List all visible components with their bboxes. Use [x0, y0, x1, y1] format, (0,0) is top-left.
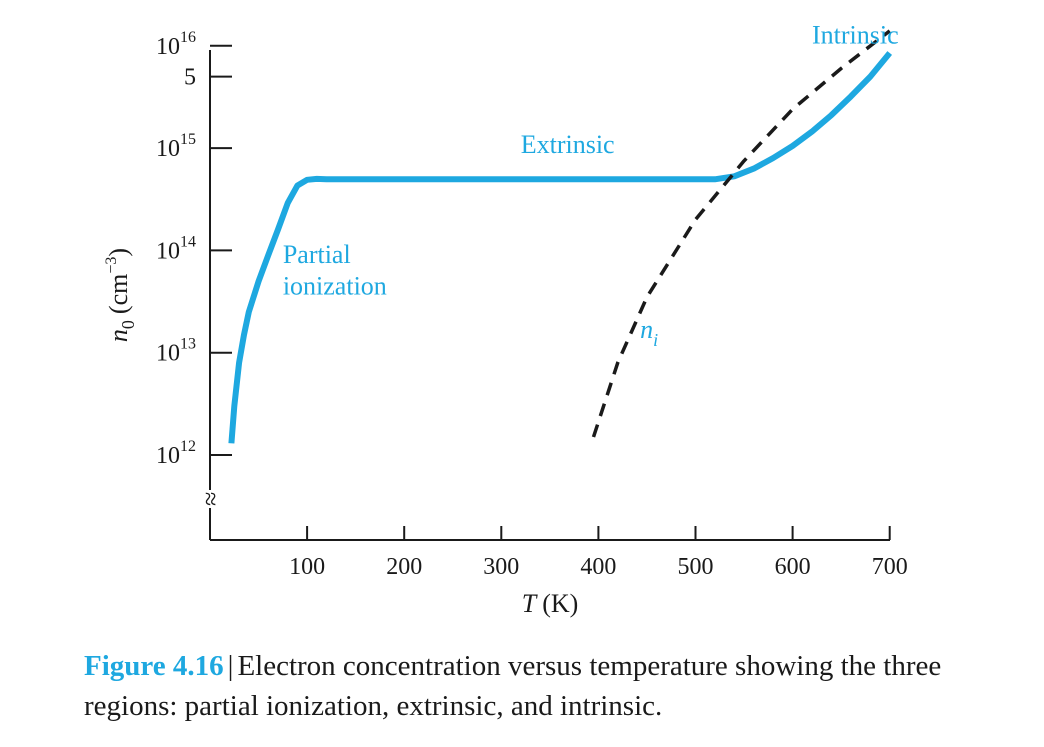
- caption-text: Electron concentration versus temperatur…: [84, 650, 942, 722]
- x-tick-label: 200: [386, 554, 422, 580]
- ticks: 100 200 300 400 500 600 700 1012 1013 1014 1015 5 10…: [156, 29, 908, 580]
- figure-caption: Figure 4.16 | Electron concentration versu…: [84, 646, 1024, 726]
- annotation-extrinsic: Extrinsic: [521, 130, 615, 159]
- y-tick-label: 5: [184, 65, 196, 91]
- y-tick-label: 1016: [156, 29, 196, 60]
- axes: ≈: [196, 50, 890, 541]
- x-tick-label: 600: [775, 554, 811, 580]
- x-tick-label: 300: [483, 554, 519, 580]
- annotation-ionization: ionization: [283, 272, 387, 301]
- x-tick-label: 500: [678, 554, 714, 580]
- electron-concentration-chart: ≈ 100 200 300 400 500 600 700 1012 1013 1014 1015 5…: [103, 21, 908, 618]
- x-tick-label: 400: [580, 554, 616, 580]
- y-tick-label: 1013: [156, 336, 196, 367]
- labels: T (K) n0(cm−3) Partial ionization Extrinsic In…: [103, 21, 899, 618]
- axis-break-mark: ≈: [196, 492, 225, 506]
- y-tick-label: 1012: [156, 438, 196, 469]
- x-tick-label: 700: [872, 554, 908, 580]
- y-axis-title: n0(cm−3): [103, 248, 138, 342]
- y-tick-label: 1015: [156, 131, 196, 162]
- y-tick-label: 1014: [156, 233, 196, 264]
- annotation-intrinsic: Intrinsic: [812, 21, 899, 50]
- x-axis-title: T (K): [522, 589, 579, 618]
- annotation-n: ni: [640, 315, 658, 350]
- ni-curve: [591, 29, 891, 438]
- series: [228, 29, 893, 444]
- annotation-partial: Partial: [283, 240, 351, 269]
- electron-concentration-curve: [228, 51, 893, 444]
- x-tick-label: 100: [289, 554, 325, 580]
- figure-number: Figure 4.16: [84, 650, 224, 682]
- caption-separator: |: [227, 650, 234, 682]
